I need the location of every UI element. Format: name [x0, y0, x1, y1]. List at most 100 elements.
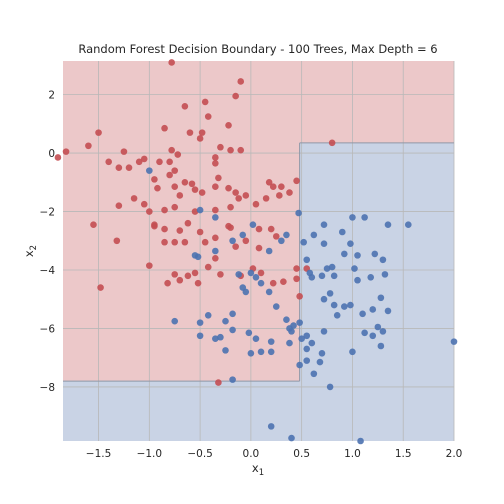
- data-point-class-1: [196, 319, 204, 326]
- data-point-class-0: [227, 224, 234, 231]
- data-point-class-1: [171, 317, 179, 325]
- data-point-class-1: [194, 253, 202, 261]
- data-point-class-1: [222, 317, 229, 325]
- data-point-class-0: [184, 219, 192, 227]
- data-point-class-1: [229, 326, 236, 334]
- data-point-class-1: [359, 310, 366, 318]
- data-point-class-0: [225, 184, 232, 192]
- data-point-class-0: [212, 206, 219, 214]
- data-point-class-1: [229, 310, 236, 318]
- data-point-class-0: [242, 192, 250, 199]
- data-point-class-0: [280, 278, 287, 285]
- data-point-class-1: [252, 274, 260, 281]
- data-point-class-1: [217, 333, 224, 341]
- data-point-class-0: [212, 160, 219, 167]
- data-point-class-1: [242, 288, 250, 296]
- data-point-class-1: [283, 316, 290, 323]
- data-point-class-1: [450, 338, 458, 345]
- x-axis-label: x1: [252, 461, 264, 478]
- data-point-class-1: [296, 319, 303, 326]
- data-point-class-0: [201, 238, 209, 246]
- data-point-class-0: [171, 271, 179, 278]
- data-point-class-0: [204, 113, 212, 120]
- data-point-class-1: [357, 437, 364, 445]
- data-point-class-0: [269, 279, 277, 287]
- data-point-class-0: [217, 271, 224, 278]
- x-tick-label: 2.0: [446, 448, 463, 460]
- data-point-class-0: [191, 269, 199, 277]
- data-point-class-0: [176, 227, 184, 234]
- data-point-class-1: [349, 348, 356, 356]
- y-tick-label: 2: [48, 90, 55, 102]
- data-point-class-1: [381, 271, 389, 278]
- data-point-class-1: [247, 269, 255, 277]
- data-point-class-1: [404, 221, 412, 228]
- data-point-class-1: [371, 250, 379, 258]
- y-axis-ticks: 2 0 −2 −4 −6 −8: [40, 90, 56, 394]
- plot-area: [54, 59, 458, 445]
- data-point-class-1: [330, 301, 338, 309]
- data-point-class-0: [212, 154, 219, 161]
- data-point-class-1: [296, 361, 303, 369]
- data-point-class-1: [212, 247, 219, 255]
- data-point-class-0: [225, 122, 232, 129]
- data-point-class-0: [262, 195, 270, 202]
- gridlines: [63, 61, 455, 441]
- data-point-class-1: [288, 434, 295, 442]
- data-point-class-0: [120, 148, 128, 155]
- data-point-class-1: [361, 329, 368, 337]
- data-point-class-1: [338, 228, 346, 236]
- y-axis-label-sub: 2: [29, 245, 39, 250]
- data-point-class-0: [191, 186, 199, 193]
- data-point-class-1: [354, 252, 361, 259]
- data-point-class-1: [320, 328, 328, 335]
- data-point-class-1: [367, 274, 375, 281]
- data-point-class-1: [229, 376, 236, 383]
- data-point-class-0: [232, 92, 239, 100]
- data-point-class-1: [196, 332, 204, 340]
- data-point-class-0: [186, 129, 194, 136]
- data-point-class-0: [140, 200, 148, 208]
- data-point-class-0: [174, 151, 182, 158]
- data-point-class-1: [265, 288, 273, 296]
- data-point-class-0: [97, 284, 104, 291]
- x-tick-label: 1.5: [395, 448, 412, 460]
- data-point-class-1: [379, 328, 387, 335]
- data-point-class-1: [328, 263, 336, 271]
- data-point-class-0: [115, 164, 123, 171]
- data-point-class-1: [347, 240, 354, 247]
- data-point-class-0: [130, 195, 138, 202]
- data-point-class-1: [272, 303, 280, 310]
- data-point-class-0: [181, 238, 189, 246]
- data-point-class-0: [171, 238, 179, 246]
- data-point-class-1: [318, 350, 326, 357]
- data-point-class-1: [384, 221, 392, 228]
- data-point-class-1: [286, 325, 293, 332]
- data-point-class-0: [176, 276, 184, 284]
- data-point-class-1: [239, 231, 247, 239]
- data-point-class-1: [369, 332, 377, 340]
- y-axis-label: x2: [22, 245, 39, 257]
- x-tick-label: 0.0: [243, 448, 260, 460]
- data-point-class-1: [286, 339, 293, 347]
- data-point-class-1: [377, 342, 385, 350]
- data-point-class-1: [308, 339, 316, 347]
- data-point-class-1: [212, 335, 219, 342]
- y-tick-label: −8: [40, 382, 55, 394]
- data-point-class-1: [278, 237, 285, 245]
- data-point-class-0: [212, 183, 219, 190]
- data-point-class-0: [151, 176, 158, 183]
- scatter-points: [54, 59, 458, 445]
- data-point-class-0: [293, 177, 300, 185]
- data-point-class-1: [384, 307, 392, 315]
- data-point-class-0: [198, 129, 206, 136]
- data-point-class-0: [156, 158, 163, 166]
- data-point-class-1: [229, 237, 236, 245]
- data-point-class-0: [135, 158, 143, 166]
- data-point-class-0: [276, 192, 283, 199]
- x-tick-label: −1.0: [137, 448, 163, 460]
- data-point-class-1: [330, 272, 338, 280]
- data-point-class-1: [379, 256, 387, 264]
- data-point-class-0: [171, 167, 179, 174]
